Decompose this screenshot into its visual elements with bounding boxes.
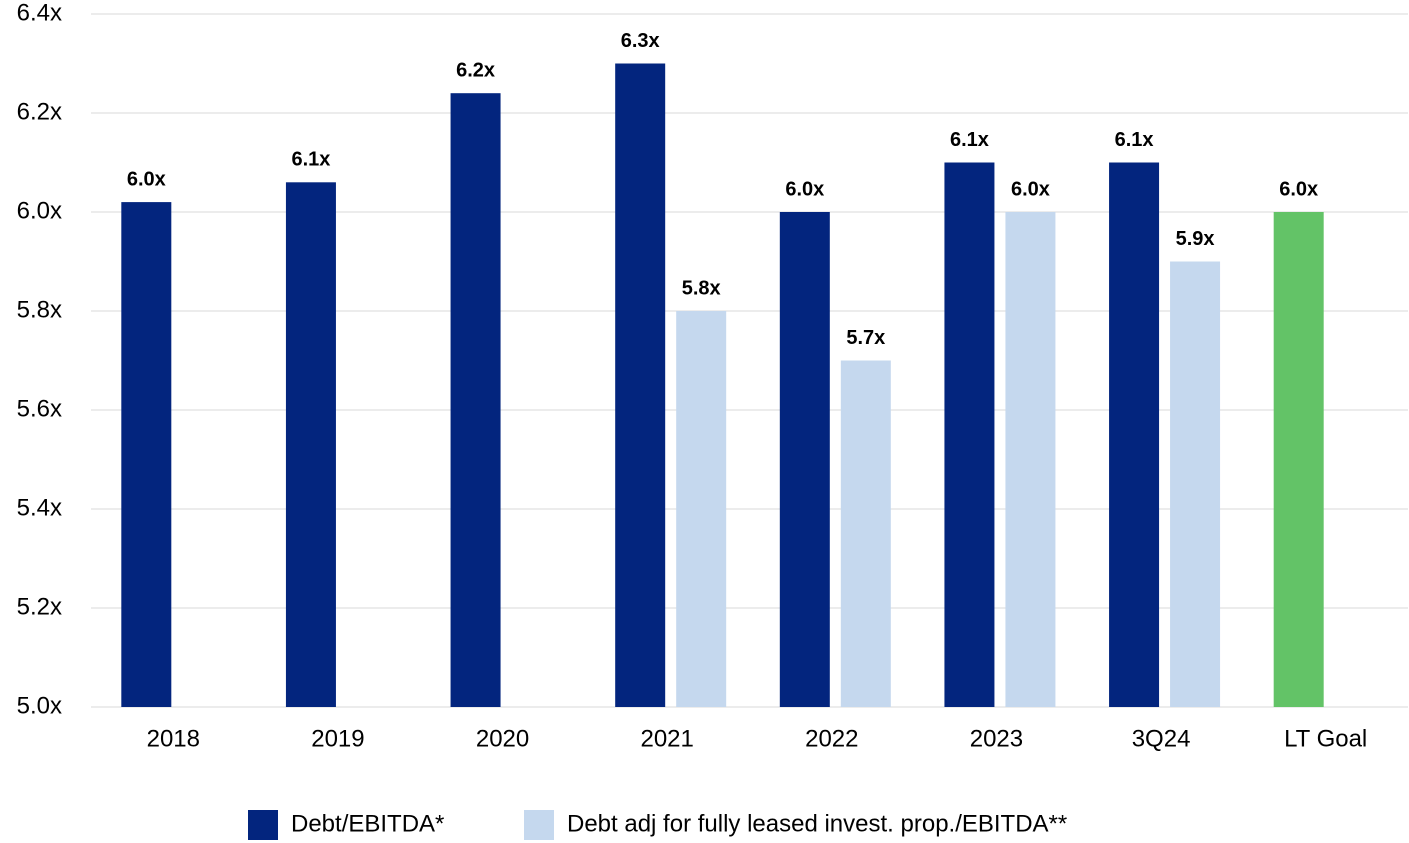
bar (285, 182, 336, 708)
x-tick-label: 2023 (970, 725, 1023, 752)
bar (840, 360, 891, 707)
y-tick-label: 5.6x (17, 395, 62, 422)
value-label: 5.9x (1176, 228, 1215, 250)
bar (1273, 212, 1324, 707)
y-tick-label: 6.4x (17, 0, 62, 26)
y-tick-label: 5.4x (17, 494, 62, 521)
x-tick-label: 2018 (147, 725, 200, 752)
legend-swatch (248, 810, 278, 840)
bar (779, 212, 830, 707)
x-tick-label: 2019 (311, 725, 364, 752)
y-tick-label: 6.2x (17, 98, 62, 125)
value-label: 6.1x (950, 129, 989, 151)
value-label: 6.0x (785, 178, 824, 200)
x-tick-label: 3Q24 (1132, 725, 1191, 752)
y-tick-label: 5.0x (17, 692, 62, 719)
y-tick-label: 5.2x (17, 593, 62, 620)
bar (944, 162, 995, 707)
bar (121, 202, 172, 707)
bar (1005, 212, 1056, 707)
value-label: 6.0x (127, 168, 166, 190)
bar (615, 63, 666, 707)
value-label: 6.0x (1279, 178, 1318, 200)
bar (676, 311, 727, 707)
value-label: 6.0x (1011, 178, 1050, 200)
legend-swatch (524, 810, 554, 840)
value-label: 6.2x (456, 59, 495, 81)
x-tick-label: LT Goal (1284, 725, 1367, 752)
value-label: 5.8x (682, 277, 721, 299)
legend-label: Debt adj for fully leased invest. prop./… (567, 810, 1067, 837)
y-tick-label: 6.0x (17, 197, 62, 224)
legend-label: Debt/EBITDA* (291, 810, 444, 837)
x-tick-label: 2021 (640, 725, 693, 752)
bar (1109, 162, 1160, 707)
value-label: 6.1x (291, 149, 330, 171)
value-label: 6.3x (621, 30, 660, 52)
y-tick-label: 5.8x (17, 296, 62, 323)
value-label: 5.7x (846, 327, 885, 349)
bar (450, 93, 501, 707)
value-label: 6.1x (1115, 129, 1154, 151)
x-tick-label: 2022 (805, 725, 858, 752)
bar (1170, 261, 1221, 707)
x-tick-label: 2020 (476, 725, 529, 752)
